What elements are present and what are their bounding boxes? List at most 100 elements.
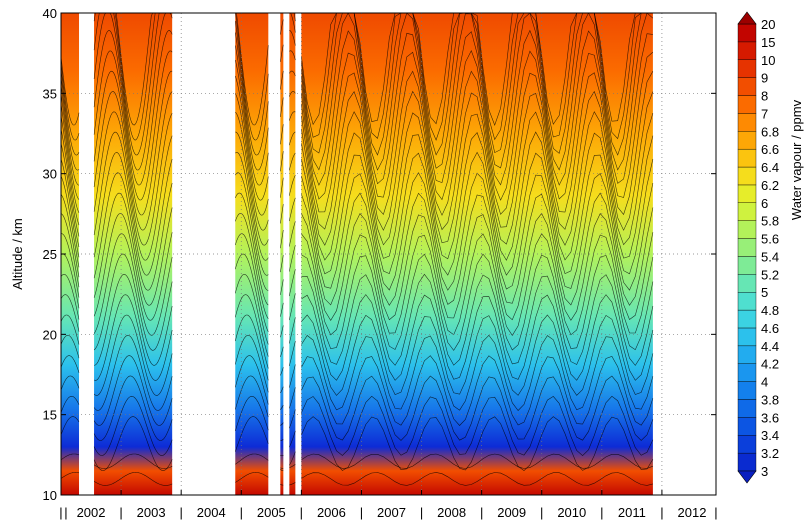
x-tick-label: 2011	[618, 505, 646, 520]
contour-line	[301, 212, 654, 321]
contour-line	[280, 439, 284, 441]
contour-line	[301, 13, 653, 141]
colorbar-tick-label: 3.2	[761, 446, 779, 461]
contour-line	[301, 151, 654, 276]
contour-line	[280, 404, 284, 410]
contour-line	[61, 175, 80, 268]
contour-line	[301, 273, 654, 366]
contour-line	[61, 453, 80, 461]
colorbar-tick-label: 9	[761, 71, 768, 86]
contour-line	[61, 314, 80, 345]
colorbar-tick-label: 6.8	[761, 124, 779, 139]
contour-line	[289, 451, 296, 466]
contour-line	[61, 194, 80, 278]
colorbar: 3 3.2 3.4 3.6 3.8 4 4.2 4.4 4.6 4.8 5 5.2 5.4 5.6 5.8 6…	[737, 11, 779, 484]
y-tick-label: 20	[43, 327, 57, 342]
y-tick-label: 10	[43, 488, 57, 503]
contour-line	[301, 453, 654, 469]
colorbar-tick-label: 3.6	[761, 410, 779, 425]
colorbar-swatch	[737, 184, 757, 203]
contour-lines	[61, 13, 654, 486]
contour-line	[289, 269, 296, 297]
contour-line	[301, 314, 654, 396]
contour-line	[61, 274, 80, 320]
contour-line	[235, 131, 269, 261]
colorbar-swatch	[737, 256, 757, 275]
contour-line	[289, 464, 296, 468]
colorbar-swatch	[737, 399, 757, 418]
y-tick-label: 30	[43, 167, 57, 182]
contour-line	[280, 325, 284, 338]
data-panel	[289, 13, 296, 495]
contour-line	[280, 467, 284, 469]
contour-line	[301, 111, 654, 246]
colorbar-tick-label: 4	[761, 375, 768, 390]
contour-line	[93, 375, 173, 441]
colorbar-tick-label: 5.6	[761, 232, 779, 247]
contour-line	[301, 334, 654, 411]
contour-line	[235, 233, 269, 333]
contour-line	[61, 76, 80, 171]
contour-line	[235, 32, 269, 171]
x-tick-label: 2003	[137, 505, 166, 520]
contour-line	[61, 93, 80, 200]
contour-line	[235, 213, 269, 320]
x-tick-label: 2004	[197, 505, 226, 520]
contour-line	[280, 386, 284, 394]
contour-line	[301, 192, 654, 306]
contour-line	[61, 335, 80, 359]
colorbar-swatch	[737, 220, 757, 239]
x-tick-separator: |	[660, 505, 663, 520]
x-tick-separator: |	[420, 505, 423, 520]
colorbar-tick-label: 6.2	[761, 178, 779, 193]
contour-line	[61, 472, 80, 479]
contour-line	[289, 111, 296, 121]
colorbar-tick-label: 5	[761, 285, 768, 300]
contour-line	[280, 454, 284, 456]
contour-line	[61, 128, 80, 237]
contour-line	[280, 422, 284, 426]
contour-line	[61, 84, 80, 186]
contour-line	[61, 115, 80, 226]
contour-line	[61, 56, 80, 126]
colorbar-tick-label: 8	[761, 89, 768, 104]
contour-line	[61, 233, 80, 298]
y-tick-label: 35	[43, 86, 57, 101]
y-axis-label: Altitude / km	[10, 218, 25, 290]
contour-line	[93, 70, 173, 216]
contour-line	[301, 13, 653, 126]
contour-line	[93, 50, 173, 201]
colorbar-tick-label: 7	[761, 106, 768, 121]
colorbar-swatch	[737, 131, 757, 150]
contour-line	[289, 364, 296, 388]
colorbar-tick-label: 5.2	[761, 267, 779, 282]
contour-line	[235, 152, 269, 276]
contour-line	[93, 314, 173, 396]
colorbar-swatch	[737, 113, 757, 132]
grid-lines	[61, 13, 716, 495]
contour-line	[94, 13, 173, 126]
contour-line	[301, 172, 654, 291]
colorbar-tick-label: 15	[761, 35, 775, 50]
colorbar-swatch	[737, 41, 757, 60]
x-axis: | | | | | | | | | | | |2002 2003 2004 2005 2006 2007 2008…	[59, 490, 718, 520]
contour-line	[93, 233, 173, 336]
y-tick-label: 15	[43, 408, 57, 423]
colorbar-tick-label: 6.4	[761, 160, 779, 175]
contour-line	[94, 294, 173, 381]
colorbar-swatch	[737, 238, 757, 257]
colorbar-swatch	[737, 417, 757, 436]
colorbar-swatch	[737, 274, 757, 293]
contour-line	[301, 294, 654, 381]
contour-line	[235, 294, 269, 369]
colorbar-max-arrow	[737, 11, 757, 25]
contour-line	[61, 294, 80, 332]
y-axis: 10 15 20 25 30 35 40	[43, 6, 716, 503]
contour-line	[289, 245, 296, 272]
colorbar-swatch	[737, 95, 757, 114]
y-tick-label: 25	[43, 247, 57, 262]
contour-line	[289, 13, 296, 33]
x-tick-label: 2007	[377, 505, 406, 520]
contour-line	[280, 70, 284, 90]
contour-line	[235, 21, 269, 156]
